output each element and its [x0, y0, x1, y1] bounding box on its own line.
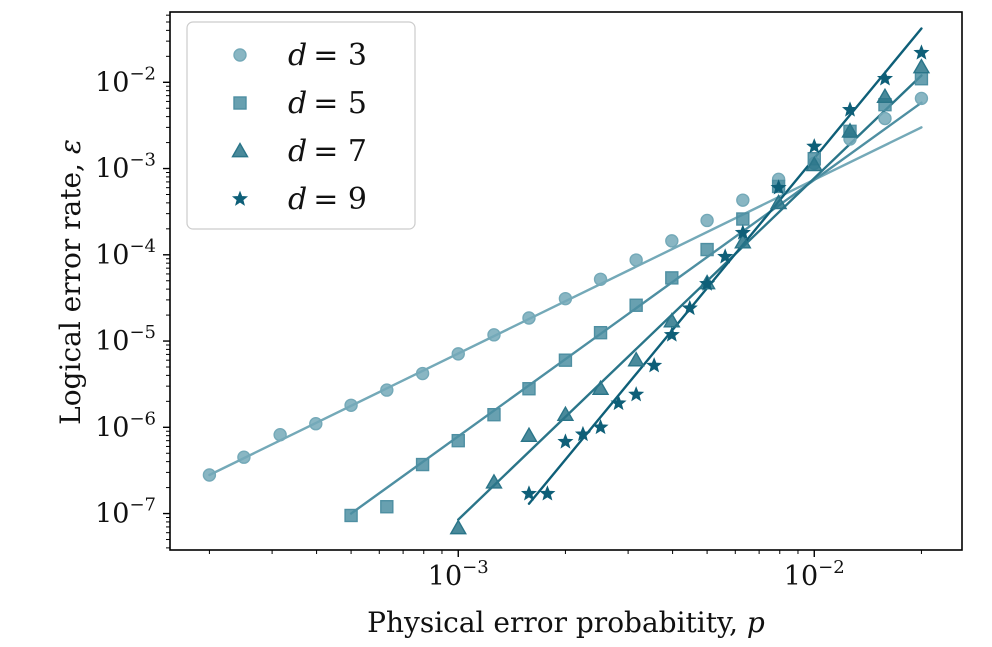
- data-point: [736, 193, 750, 207]
- legend-entry-d5: d = 5: [233, 86, 367, 121]
- legend-box: [186, 21, 416, 230]
- data-points: [202, 44, 931, 535]
- data-point: [769, 193, 788, 210]
- data-point: [734, 224, 751, 240]
- data-point: [878, 111, 892, 126]
- data-point: [487, 328, 501, 342]
- data-point: [380, 383, 394, 397]
- x-axis-label: Physical error probabitity, p: [367, 606, 765, 639]
- legend-marker: [233, 48, 247, 62]
- legend-entry-d9: d = 9: [231, 182, 367, 217]
- data-point: [485, 473, 503, 489]
- data-point: [914, 72, 929, 86]
- data-point: [415, 457, 430, 472]
- data-point: [558, 291, 573, 306]
- x-tick-label: 10−3: [428, 557, 489, 592]
- data-point: [380, 500, 394, 514]
- data-point: [487, 407, 501, 422]
- series-d3: [202, 91, 929, 482]
- series-d9: [520, 44, 930, 501]
- data-point: [913, 44, 930, 60]
- data-point: [309, 417, 323, 431]
- data-point: [415, 366, 430, 381]
- data-point: [610, 394, 627, 411]
- data-point: [665, 234, 679, 248]
- legend-marker: [231, 142, 249, 158]
- legend-marker: [233, 96, 247, 110]
- data-point: [876, 70, 894, 86]
- data-point: [591, 379, 610, 396]
- data-point: [914, 91, 929, 106]
- series-d7: [449, 58, 931, 535]
- data-point: [627, 351, 645, 367]
- data-point: [237, 450, 251, 464]
- y-tick-label: 10−6: [95, 408, 156, 443]
- data-point: [629, 298, 643, 312]
- data-point: [574, 425, 591, 442]
- data-point: [717, 248, 734, 264]
- fit-line-d7: [457, 74, 923, 521]
- legend-label: d = 3: [288, 38, 367, 73]
- legend-label: d = 5: [288, 86, 367, 121]
- data-point: [522, 311, 536, 325]
- y-tick-label: 10−3: [95, 150, 156, 185]
- data-point: [734, 233, 752, 249]
- data-point: [700, 242, 714, 257]
- legend-entry-d7: d = 7: [231, 134, 367, 169]
- data-point: [592, 418, 609, 435]
- data-point: [665, 271, 679, 285]
- legend-marker: [231, 190, 249, 206]
- data-point: [681, 299, 698, 316]
- y-tick-label: 10−7: [95, 495, 156, 530]
- data-point: [451, 347, 465, 361]
- data-point: [558, 353, 573, 367]
- data-point: [520, 485, 537, 501]
- y-tick-label: 10−5: [95, 322, 156, 357]
- data-point: [805, 156, 823, 172]
- data-point: [912, 58, 931, 74]
- legend-label: d = 7: [288, 134, 367, 169]
- data-point: [539, 485, 556, 501]
- data-point: [841, 122, 859, 138]
- legend-entry-d3: d = 3: [233, 38, 367, 73]
- y-tick-label: 10−4: [95, 236, 156, 271]
- data-point: [663, 326, 680, 342]
- y-axis-ticks: 10−7 10−6 10−5 10−4 10−3 10−2: [95, 14, 170, 549]
- data-point: [629, 253, 643, 267]
- data-point: [520, 426, 538, 442]
- x-axis-ticks: 10−3 10−2: [208, 550, 922, 592]
- data-point: [557, 433, 574, 449]
- x-tick-label: 10−2: [784, 557, 845, 592]
- data-point: [593, 272, 608, 286]
- data-point: [770, 179, 787, 195]
- data-point: [451, 433, 465, 448]
- data-point: [273, 428, 287, 442]
- data-point: [736, 212, 750, 226]
- data-point: [344, 508, 358, 523]
- y-tick-label: 10−2: [95, 63, 156, 98]
- data-point: [522, 382, 536, 396]
- data-point: [806, 138, 823, 154]
- legend: d = 3 d = 5 d = 7 d = 9: [186, 21, 416, 230]
- data-point: [700, 213, 714, 228]
- data-point: [344, 398, 358, 412]
- data-point: [699, 275, 716, 291]
- data-point: [556, 405, 575, 422]
- y-axis-label: Logical error rate, ε: [54, 139, 87, 425]
- data-point: [202, 468, 217, 482]
- legend-label: d = 9: [288, 182, 367, 217]
- data-point: [593, 325, 608, 340]
- data-point: [646, 357, 663, 373]
- data-point: [628, 386, 645, 402]
- data-point: [876, 87, 894, 104]
- data-point: [841, 101, 859, 117]
- data-point: [449, 519, 467, 535]
